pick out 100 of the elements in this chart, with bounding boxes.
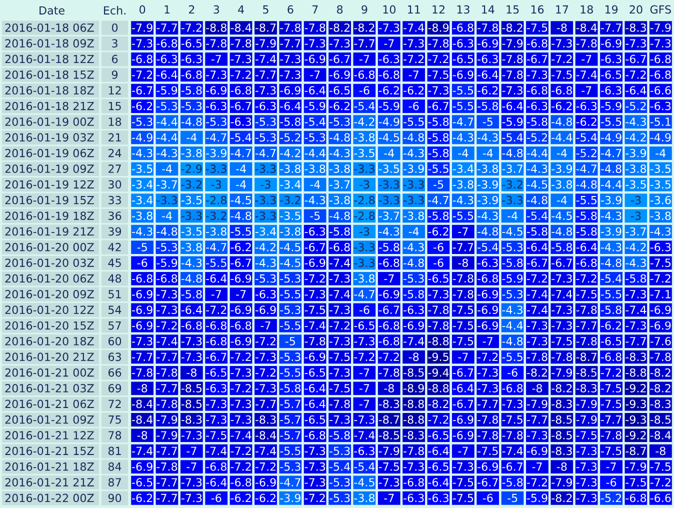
data-label: -4	[236, 164, 246, 173]
data-label: -5.9	[156, 86, 178, 95]
data-label: -7.3	[428, 86, 448, 95]
data-label: -7.3	[132, 39, 152, 48]
data-label: -5.3	[330, 494, 350, 502]
data-label: -7.3	[206, 400, 226, 408]
data-label: -6.5	[452, 54, 474, 64]
data-label: -7.2	[552, 54, 572, 64]
data-label: -4.8	[330, 212, 350, 220]
data-label: -8.3	[552, 446, 572, 456]
y2-tick-label: 48	[108, 274, 122, 283]
y2-axis-title: Ech.	[104, 6, 126, 15]
y2-tick-label: 6	[112, 54, 118, 64]
data-label: -6.4	[156, 70, 178, 79]
data-label: -5.3	[156, 242, 177, 252]
data-label: -6.3	[206, 384, 226, 392]
data-label: -7.8	[576, 336, 597, 346]
y2-tick-label: 39	[108, 227, 122, 236]
data-label: -8.5	[181, 400, 202, 408]
data-label: -7.8	[502, 431, 523, 440]
data-label: -4	[310, 180, 320, 188]
data-label: -7.8	[428, 39, 449, 48]
data-label: -6.7	[378, 306, 400, 314]
data-label: -7.5	[576, 290, 596, 298]
data-label: -3.7	[378, 212, 400, 220]
y-tick-label: 2016-01-20 09Z	[5, 290, 94, 298]
data-label: -5.8	[576, 227, 597, 236]
data-label: -6.5	[428, 274, 448, 283]
data-label: -4.4	[601, 180, 622, 188]
data-label: -7.8	[132, 368, 152, 377]
data-label: -5.8	[428, 118, 449, 126]
data-label: -5.3	[280, 352, 300, 362]
data-label: -6.8	[526, 39, 548, 48]
data-label: -8.8	[404, 415, 424, 424]
data-label: -8.2	[354, 23, 374, 32]
data-label: -6.7	[502, 462, 522, 471]
data-label: -6.9	[280, 86, 300, 95]
data-label: -5.5	[452, 86, 474, 95]
data-label: -4.5	[552, 212, 572, 220]
data-label: -7.3	[132, 336, 152, 346]
data-label: -3.7	[156, 180, 177, 189]
data-label: -6.4	[206, 274, 227, 283]
data-label: -7.2	[601, 368, 622, 377]
data-label: -7.3	[181, 336, 202, 346]
y-tick-label: 2016-01-21 03Z	[5, 384, 94, 392]
data-label: -7	[211, 54, 221, 64]
data-label: -3.8	[280, 227, 301, 236]
data-label: -8.2	[330, 23, 350, 32]
data-label: -3.8	[354, 494, 375, 502]
data-label: -6.2	[428, 227, 448, 236]
data-label: -6.5	[428, 431, 448, 440]
data-label: -7.7	[156, 446, 177, 455]
data-label: -7.5	[650, 462, 671, 471]
data-label: -7.2	[354, 352, 374, 361]
data-label: -5.8	[428, 148, 449, 158]
y-tick-label: 2016-01-19 21Z	[5, 227, 94, 236]
data-label: -7	[606, 462, 616, 471]
data-label: -5.3	[280, 306, 300, 314]
data-label: -7.3	[304, 446, 326, 456]
data-label: -6.9	[478, 39, 498, 48]
data-label: -5.8	[576, 212, 597, 220]
data-label: -6.5	[601, 336, 622, 346]
data-label: -8.2	[552, 494, 572, 502]
data-label: -4.9	[650, 133, 671, 142]
data-label: -3.8	[132, 212, 152, 220]
data-label: -9.3	[626, 415, 646, 424]
data-label: -6.5	[132, 478, 152, 486]
data-label: -4	[458, 149, 468, 158]
data-label: -6.5	[354, 321, 374, 330]
data-label: -5.2	[601, 494, 622, 502]
data-label: -4.3	[132, 148, 152, 158]
data-label: -6.4	[452, 384, 474, 392]
data-label: -5.7	[280, 431, 300, 440]
data-label: -6.5	[304, 415, 325, 424]
data-label: -6.7	[478, 478, 498, 486]
data-label: -3.3	[156, 196, 177, 204]
data-label: -6.5	[601, 70, 622, 79]
data-label: -5.8	[404, 290, 424, 298]
data-label: -6.3	[601, 54, 622, 64]
data-label: -6.6	[650, 494, 671, 502]
data-label: -4.8	[601, 164, 622, 173]
data-label: -7.8	[428, 321, 449, 330]
data-label: -5.8	[428, 133, 449, 142]
data-label: -8.4	[132, 400, 153, 408]
data-label: -6.4	[304, 400, 326, 408]
data-label: -3	[359, 180, 370, 189]
data-label: -4	[236, 180, 246, 188]
data-label: -8.8	[626, 368, 646, 377]
data-label: -7.8	[404, 446, 424, 456]
data-label: -6.7	[230, 258, 251, 268]
data-label: -8.3	[626, 352, 646, 362]
data-label: -7	[482, 337, 492, 346]
x-tick-label: 15	[506, 5, 519, 14]
data-label: -6.8	[132, 54, 152, 64]
data-label: -4.4	[502, 321, 523, 330]
data-label: -6	[606, 478, 616, 486]
data-label: -3.4	[132, 196, 153, 204]
data-label: -6.8	[576, 258, 597, 268]
data-label: -4.3	[452, 196, 474, 204]
data-label: -6.2	[378, 86, 399, 95]
